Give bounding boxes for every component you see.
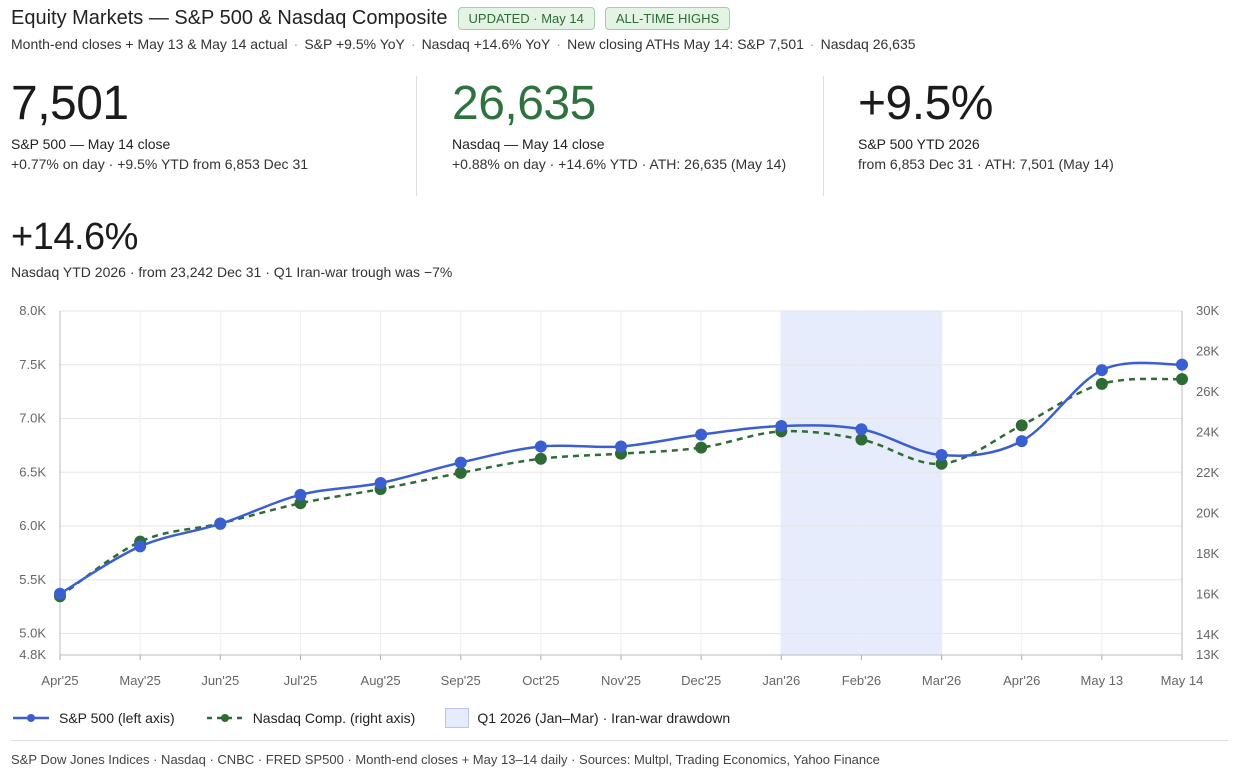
data-point-nasdaq [1095,377,1108,390]
data-point-sp500 [1176,358,1188,371]
data-point-nasdaq [855,433,868,446]
kpi-note: +0.88% on day · +14.6% YTD · ATH: 26,635… [452,156,787,172]
subtitle-part: Month-end closes + May 13 & May 14 actua… [11,36,288,52]
subtitle-part: Nasdaq 26,635 [820,36,916,52]
line-chart: 8.0K 7.5K 7.0K 6.5K 6.0K 5.5K 5.0K 4.8K 30K 28K 26… [19,303,1219,688]
data-point-sp500 [134,540,147,553]
left-axis-tick-label: 7.0K [19,411,46,426]
left-axis-tick-label: 6.0K [19,518,46,533]
legend-item-nasdaq: Nasdaq Comp. (right axis) [205,710,416,726]
x-axis-tick-label: May'25 [119,673,161,688]
x-axis-tick-label: Jun'25 [201,673,239,688]
left-axis-tick-label: 5.0K [19,626,46,641]
legend-label: Q1 2026 (Jan–Mar) · Iran-war drawdown [477,710,731,726]
kpi-note: +0.77% on day · +9.5% YTD from 6,853 Dec… [11,156,309,172]
left-axis-tick-label: 4.8K [19,647,46,662]
data-point-nasdaq [1176,373,1188,386]
kpi-value: 7,501 [11,77,129,130]
x-axis-tick-label: Jul'25 [284,673,318,688]
left-axis-tick-label: 7.5K [19,357,46,372]
data-point-sp500 [615,440,627,453]
x-axis-tick-label: Mar'26 [922,673,961,688]
x-axis-tick-label: Apr'26 [1003,673,1040,688]
right-axis-tick-label: 22K [1196,465,1219,480]
kpi-label: S&P 500 YTD 2026 [858,136,980,152]
page-title: Equity Markets — S&P 500 & Nasdaq Compos… [11,6,448,29]
data-point-nasdaq [534,452,547,465]
right-axis-tick-label: 14K [1196,627,1219,642]
kpi-label: S&P 500 — May 14 close [11,136,171,152]
legend-band-swatch-icon [445,708,470,728]
legend-label: S&P 500 (left axis) [59,710,175,726]
right-axis-tick-label: 30K [1196,303,1219,318]
right-axis-tick-label: 20K [1196,505,1219,520]
right-axis-tick-label: 16K [1196,586,1219,601]
data-point-sp500 [775,420,788,433]
right-axis-tick-label: 26K [1196,384,1219,399]
kpi-value: +9.5% [858,77,993,130]
legend-line-nasdaq-icon [206,714,243,722]
subtitle-part: Nasdaq +14.6% YoY [421,36,551,52]
left-axis-tick-label: 8.0K [19,303,46,318]
data-point-nasdaq [935,457,948,470]
legend-item-band: Q1 2026 (Jan–Mar) · Iran-war drawdown [445,708,730,728]
x-axis-tick-label: Aug'25 [361,673,401,688]
footer-sources: S&P Dow Jones Indices · Nasdaq · CNBC · … [11,752,880,767]
kpi-nasdaq-ytd: +14.6% Nasdaq YTD 2026 · from 23,242 Dec… [11,212,452,282]
kpi-sp500-close: 7,501 S&P 500 — May 14 close +0.77% on d… [11,74,406,174]
subtitle-part: S&P +9.5% YoY [304,36,405,52]
kpi-sp500-ytd: +9.5% S&P 500 YTD 2026 from 6,853 Dec 31… [858,74,1228,174]
x-axis-tick-label: Sep'25 [441,673,481,688]
data-point-sp500 [534,440,547,453]
data-point-sp500 [855,423,868,436]
kpi-row: 7,501 S&P 500 — May 14 close +0.77% on d… [11,74,1231,199]
kpi-note: Nasdaq YTD 2026 · from 23,242 Dec 31 · Q… [11,264,453,280]
kpi-value: 26,635 [452,77,596,130]
kpi-label: Nasdaq — May 14 close [452,136,605,152]
data-point-sp500 [454,456,467,469]
data-point-sp500 [294,488,307,501]
updated-badge: UPDATED · May 14 [457,6,595,30]
ath-badge: ALL-TIME HIGHS [604,6,731,30]
x-axis-tick-label: May 13 [1081,673,1124,688]
data-point-sp500 [374,477,387,489]
right-axis-tick-label: 13K [1196,647,1219,662]
left-axis-tick-label: 5.5K [19,572,46,587]
left-axis-tick-label: 6.5K [19,464,46,479]
data-point-sp500 [695,428,708,441]
x-axis-tick-label: Oct'25 [522,673,559,688]
legend-label: Nasdaq Comp. (right axis) [252,710,416,726]
legend-line-sp500-icon [13,714,49,722]
x-axis-tick-label: Jan'26 [762,673,800,688]
header: Equity Markets — S&P 500 & Nasdaq Compos… [11,4,1229,52]
kpi-nasdaq-close: 26,635 Nasdaq — May 14 close +0.88% on d… [452,74,797,174]
legend: S&P 500 (left axis) Nasdaq Comp. (right … [11,708,760,728]
data-point-nasdaq [454,466,467,479]
data-point-sp500 [54,587,66,600]
data-point-sp500 [935,449,948,462]
data-point-sp500 [1015,435,1028,448]
kpi-divider [416,76,417,196]
data-point-nasdaq [1015,419,1028,432]
right-axis-tick-label: 18K [1196,546,1219,561]
kpi-note: from 6,853 Dec 31 · ATH: 7,501 (May 14) [858,156,1114,172]
subtitle-part: New closing ATHs May 14: S&P 7,501 [567,36,804,52]
right-axis-tick-label: 28K [1196,343,1219,358]
x-axis-tick-label: May 14 [1161,673,1204,688]
right-axis-tick-label: 24K [1196,424,1219,439]
x-axis-tick-label: Feb'26 [842,673,881,688]
x-axis-tick-label: Nov'25 [601,673,641,688]
footer-divider [11,740,1228,741]
x-axis-tick-label: Apr'25 [41,673,78,688]
data-point-sp500 [214,517,227,530]
data-point-sp500 [1095,364,1108,377]
kpi-divider [823,76,824,196]
kpi-value: +14.6% [11,216,138,258]
legend-item-sp500: S&P 500 (left axis) [11,710,175,726]
data-point-nasdaq [695,441,708,454]
data-point-nasdaq [294,497,307,510]
subtitle: Month-end closes + May 13 & May 14 actua… [11,36,916,52]
x-axis-tick-label: Dec'25 [681,673,721,688]
